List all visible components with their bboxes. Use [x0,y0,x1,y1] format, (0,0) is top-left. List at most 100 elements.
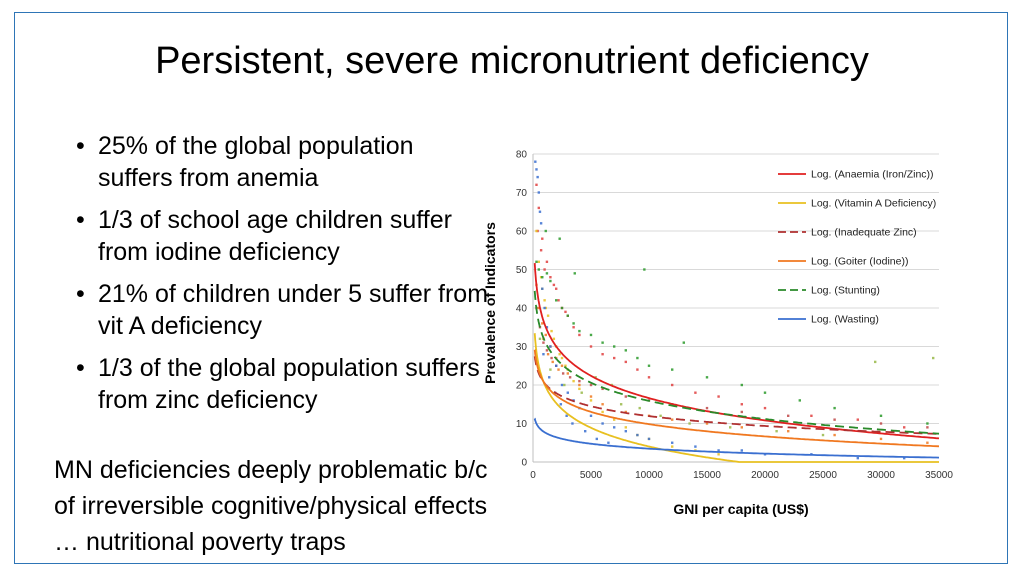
data-point [763,406,767,410]
data-point [573,272,576,275]
data-point [636,433,639,437]
data-point [595,437,598,441]
data-point [571,422,574,425]
data-point [565,414,568,417]
data-point [787,430,790,433]
data-point [903,426,906,429]
data-point [535,183,538,186]
data-point [538,210,542,213]
data-point [932,356,935,360]
data-point [833,406,836,410]
data-point [537,206,540,210]
data-point [926,426,929,429]
data-point [659,414,662,417]
data-point [671,445,674,448]
data-point [787,414,790,417]
y-tick-label: 50 [516,265,528,276]
data-point [717,449,720,452]
data-point [833,418,836,421]
data-point [926,441,929,444]
data-point [613,426,616,429]
data-point [545,272,549,275]
x-tick-label: 15000 [693,470,721,481]
x-tick-label: 35000 [925,470,953,481]
data-point [550,329,553,333]
data-point [537,306,540,310]
bullet-item: 25% of the global population suffers fro… [72,130,492,194]
data-point [671,441,674,444]
data-point [545,260,549,263]
data-point [856,418,859,421]
data-point [589,395,593,398]
data-point [572,326,575,329]
data-point [879,422,883,425]
data-point [624,426,627,429]
data-point [636,356,639,360]
data-point [613,345,616,348]
data-point [636,368,639,371]
data-point [549,276,552,279]
x-tick-label: 20000 [751,470,779,481]
legend-label: Log. (Inadequate Zinc) [811,227,917,239]
x-axis-title: GNI per capita (US$) [673,501,808,517]
data-point [821,433,825,437]
data-point [535,260,538,263]
data-point [705,376,709,379]
data-point [879,414,883,417]
data-point [552,283,556,287]
data-point [555,299,558,302]
data-point [740,426,743,429]
x-tick-label: 25000 [809,470,837,481]
data-point [647,437,651,441]
trendline [533,349,940,448]
data-point [535,168,538,171]
data-point [607,441,610,444]
data-point [601,410,604,414]
data-point [647,364,651,367]
data-point [810,414,813,417]
data-point [557,299,560,302]
summary-note: MN deficiencies deeply problematic b/c o… [54,456,488,556]
data-point [740,410,743,414]
data-point [874,360,877,364]
data-point [537,191,540,194]
data-point [638,406,641,410]
data-point [601,403,604,406]
trendline [533,355,940,435]
data-point [688,422,691,425]
data-point [558,353,561,356]
data-point [601,341,604,344]
y-tick-label: 40 [516,304,528,315]
legend-label: Log. (Wasting) [811,314,879,326]
slide-title: Persistent, severe micronutrient deficie… [155,40,869,82]
data-point [560,356,564,360]
data-point [537,268,540,271]
y-tick-label: 80 [516,150,528,161]
data-point [572,379,575,383]
data-point [578,387,581,391]
data-point [624,430,627,433]
data-point [546,314,550,317]
data-point [543,268,546,271]
data-point [549,345,552,348]
data-point [566,372,569,375]
bullet-item: 21% of children under 5 suffer from vit … [72,278,492,342]
data-point [561,372,565,375]
data-point [594,376,597,379]
prevalence-chart: 0 10 20 30 40 50 60 70 80 0 5000 10000 15000 20000 250… [482,150,953,518]
data-point [557,368,560,371]
data-point [926,422,929,425]
data-point [544,229,547,233]
data-point [572,322,575,325]
data-point [589,399,593,402]
data-point [566,314,569,317]
data-point [563,383,566,387]
data-point [584,430,587,433]
data-point [833,433,836,437]
data-point [729,426,732,429]
data-point [589,345,593,348]
trendline [533,262,940,440]
data-point [543,306,546,310]
x-tick-label: 30000 [867,470,895,481]
data-point [536,175,539,179]
